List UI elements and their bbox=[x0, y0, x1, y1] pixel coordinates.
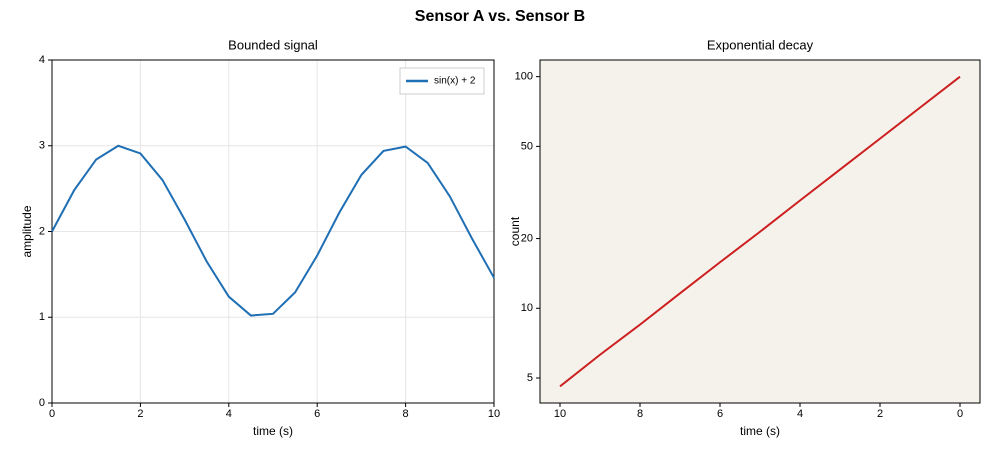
x-tick-label: 6 bbox=[314, 408, 320, 420]
figure-title: Sensor A vs. Sensor B bbox=[415, 8, 585, 25]
x-tick-label: 2 bbox=[877, 408, 883, 420]
x-tick-label: 2 bbox=[137, 408, 143, 420]
y-axis-label: amplitude bbox=[20, 205, 34, 257]
y-tick-label: 3 bbox=[39, 140, 45, 152]
x-tick-label: 0 bbox=[49, 408, 55, 420]
y-tick-label: 50 bbox=[521, 140, 533, 152]
plot-frame bbox=[539, 59, 981, 404]
y-tick-label: 20 bbox=[521, 232, 533, 244]
chart-title: Bounded signal bbox=[228, 37, 318, 52]
x-tick-label: 4 bbox=[797, 408, 803, 420]
x-tick-label: 4 bbox=[226, 408, 232, 420]
x-axis-label: time (s) bbox=[253, 424, 293, 438]
legend-box bbox=[399, 67, 485, 95]
y-tick-label: 100 bbox=[515, 71, 533, 83]
data-line bbox=[51, 144, 495, 317]
y-tick-label: 4 bbox=[39, 54, 45, 66]
x-tick-label: 0 bbox=[957, 408, 963, 420]
x-axis-label: time (s) bbox=[740, 424, 780, 438]
chart-title: Exponential decay bbox=[707, 37, 814, 52]
y-tick-label: 0 bbox=[39, 397, 45, 409]
y-tick-label: 2 bbox=[39, 225, 45, 237]
y-tick-label: 10 bbox=[521, 302, 533, 314]
data-line bbox=[559, 75, 961, 388]
x-tick-label: 10 bbox=[554, 408, 566, 420]
x-tick-label: 8 bbox=[403, 408, 409, 420]
y-axis-label: count bbox=[508, 216, 522, 246]
y-tick-label: 5 bbox=[527, 372, 533, 384]
x-tick-label: 8 bbox=[637, 408, 643, 420]
legend: sin(x) + 2 bbox=[399, 67, 485, 95]
legend-label: sin(x) + 2 bbox=[434, 76, 476, 87]
x-tick-label: 6 bbox=[717, 408, 723, 420]
y-tick-label: 1 bbox=[39, 311, 45, 323]
x-tick-label: 10 bbox=[488, 408, 500, 420]
